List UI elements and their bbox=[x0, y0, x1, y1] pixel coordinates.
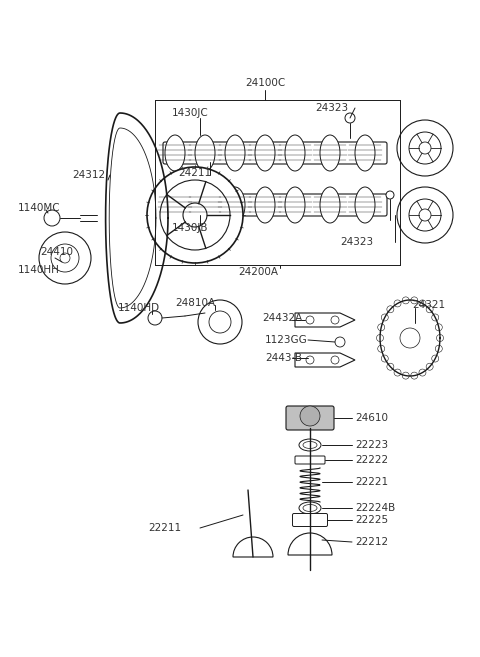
Ellipse shape bbox=[255, 187, 275, 223]
Circle shape bbox=[426, 363, 433, 370]
Circle shape bbox=[409, 132, 441, 164]
Circle shape bbox=[376, 334, 384, 342]
Circle shape bbox=[345, 113, 355, 123]
FancyBboxPatch shape bbox=[163, 194, 387, 216]
Circle shape bbox=[147, 167, 243, 263]
Circle shape bbox=[306, 316, 314, 324]
Circle shape bbox=[400, 328, 420, 348]
Text: 2443·B: 2443·B bbox=[265, 353, 302, 363]
Polygon shape bbox=[295, 353, 355, 367]
Circle shape bbox=[209, 311, 231, 333]
Ellipse shape bbox=[285, 187, 305, 223]
Circle shape bbox=[331, 316, 339, 324]
Ellipse shape bbox=[225, 187, 245, 223]
Circle shape bbox=[394, 369, 401, 376]
Circle shape bbox=[300, 406, 320, 426]
Text: 1140HD: 1140HD bbox=[118, 303, 160, 313]
Circle shape bbox=[435, 345, 442, 352]
FancyBboxPatch shape bbox=[295, 456, 325, 464]
Circle shape bbox=[387, 306, 394, 313]
Circle shape bbox=[397, 120, 453, 176]
Circle shape bbox=[432, 355, 439, 362]
Text: 24323: 24323 bbox=[340, 237, 373, 247]
Ellipse shape bbox=[355, 187, 375, 223]
Circle shape bbox=[436, 334, 444, 342]
Circle shape bbox=[39, 232, 91, 284]
Circle shape bbox=[386, 191, 394, 199]
Circle shape bbox=[432, 314, 439, 321]
Circle shape bbox=[378, 324, 384, 330]
Text: 24410: 24410 bbox=[40, 247, 73, 257]
Text: 22212: 22212 bbox=[355, 537, 388, 547]
Text: 22225: 22225 bbox=[355, 515, 388, 525]
FancyBboxPatch shape bbox=[163, 142, 387, 164]
Ellipse shape bbox=[195, 187, 215, 223]
Text: 24810A: 24810A bbox=[175, 298, 215, 308]
Text: 24432A: 24432A bbox=[262, 313, 302, 323]
Circle shape bbox=[60, 253, 70, 263]
Circle shape bbox=[419, 142, 431, 154]
Circle shape bbox=[402, 297, 409, 304]
Text: 24312: 24312 bbox=[72, 170, 105, 180]
Text: 24610: 24610 bbox=[355, 413, 388, 423]
Circle shape bbox=[148, 311, 162, 325]
FancyBboxPatch shape bbox=[286, 406, 334, 430]
Wedge shape bbox=[233, 537, 273, 557]
Circle shape bbox=[51, 244, 79, 272]
Ellipse shape bbox=[165, 135, 185, 171]
Text: 1123GG: 1123GG bbox=[265, 335, 308, 345]
Text: 22221: 22221 bbox=[355, 477, 388, 487]
Text: 1430JC: 1430JC bbox=[172, 108, 209, 118]
Circle shape bbox=[378, 345, 384, 352]
Circle shape bbox=[44, 210, 60, 226]
Text: 22223: 22223 bbox=[355, 440, 388, 450]
Text: 1430JB: 1430JB bbox=[172, 223, 208, 233]
Ellipse shape bbox=[303, 442, 317, 449]
Circle shape bbox=[426, 306, 433, 313]
Polygon shape bbox=[295, 313, 355, 327]
Circle shape bbox=[419, 300, 426, 307]
Ellipse shape bbox=[303, 505, 317, 512]
Circle shape bbox=[381, 355, 388, 362]
Circle shape bbox=[183, 203, 207, 227]
Circle shape bbox=[160, 180, 230, 250]
Circle shape bbox=[394, 300, 401, 307]
Circle shape bbox=[198, 300, 242, 344]
Circle shape bbox=[419, 209, 431, 221]
Wedge shape bbox=[288, 533, 332, 555]
Circle shape bbox=[402, 372, 409, 379]
Circle shape bbox=[306, 356, 314, 364]
Text: 1140HH: 1140HH bbox=[18, 265, 60, 275]
Text: 24323: 24323 bbox=[315, 103, 348, 113]
Ellipse shape bbox=[355, 135, 375, 171]
Text: 22211: 22211 bbox=[148, 523, 181, 533]
Ellipse shape bbox=[320, 187, 340, 223]
Ellipse shape bbox=[225, 135, 245, 171]
Text: 24321: 24321 bbox=[412, 300, 445, 310]
Text: 22222: 22222 bbox=[355, 455, 388, 465]
Ellipse shape bbox=[255, 135, 275, 171]
Text: 24100C: 24100C bbox=[245, 78, 285, 88]
Circle shape bbox=[419, 369, 426, 376]
Circle shape bbox=[411, 372, 418, 379]
Circle shape bbox=[409, 199, 441, 231]
Circle shape bbox=[387, 363, 394, 370]
Ellipse shape bbox=[165, 187, 185, 223]
Ellipse shape bbox=[320, 135, 340, 171]
Ellipse shape bbox=[299, 439, 321, 451]
Ellipse shape bbox=[195, 135, 215, 171]
Text: 1140MC: 1140MC bbox=[18, 203, 60, 213]
Ellipse shape bbox=[285, 135, 305, 171]
Text: 22224B: 22224B bbox=[355, 503, 395, 513]
Circle shape bbox=[331, 356, 339, 364]
Circle shape bbox=[381, 314, 388, 321]
Circle shape bbox=[411, 297, 418, 304]
Circle shape bbox=[335, 337, 345, 347]
Text: 24211: 24211 bbox=[178, 168, 211, 178]
Ellipse shape bbox=[299, 502, 321, 514]
Circle shape bbox=[397, 187, 453, 243]
Circle shape bbox=[435, 324, 442, 330]
Text: 24200A: 24200A bbox=[238, 267, 278, 277]
FancyBboxPatch shape bbox=[292, 514, 327, 526]
